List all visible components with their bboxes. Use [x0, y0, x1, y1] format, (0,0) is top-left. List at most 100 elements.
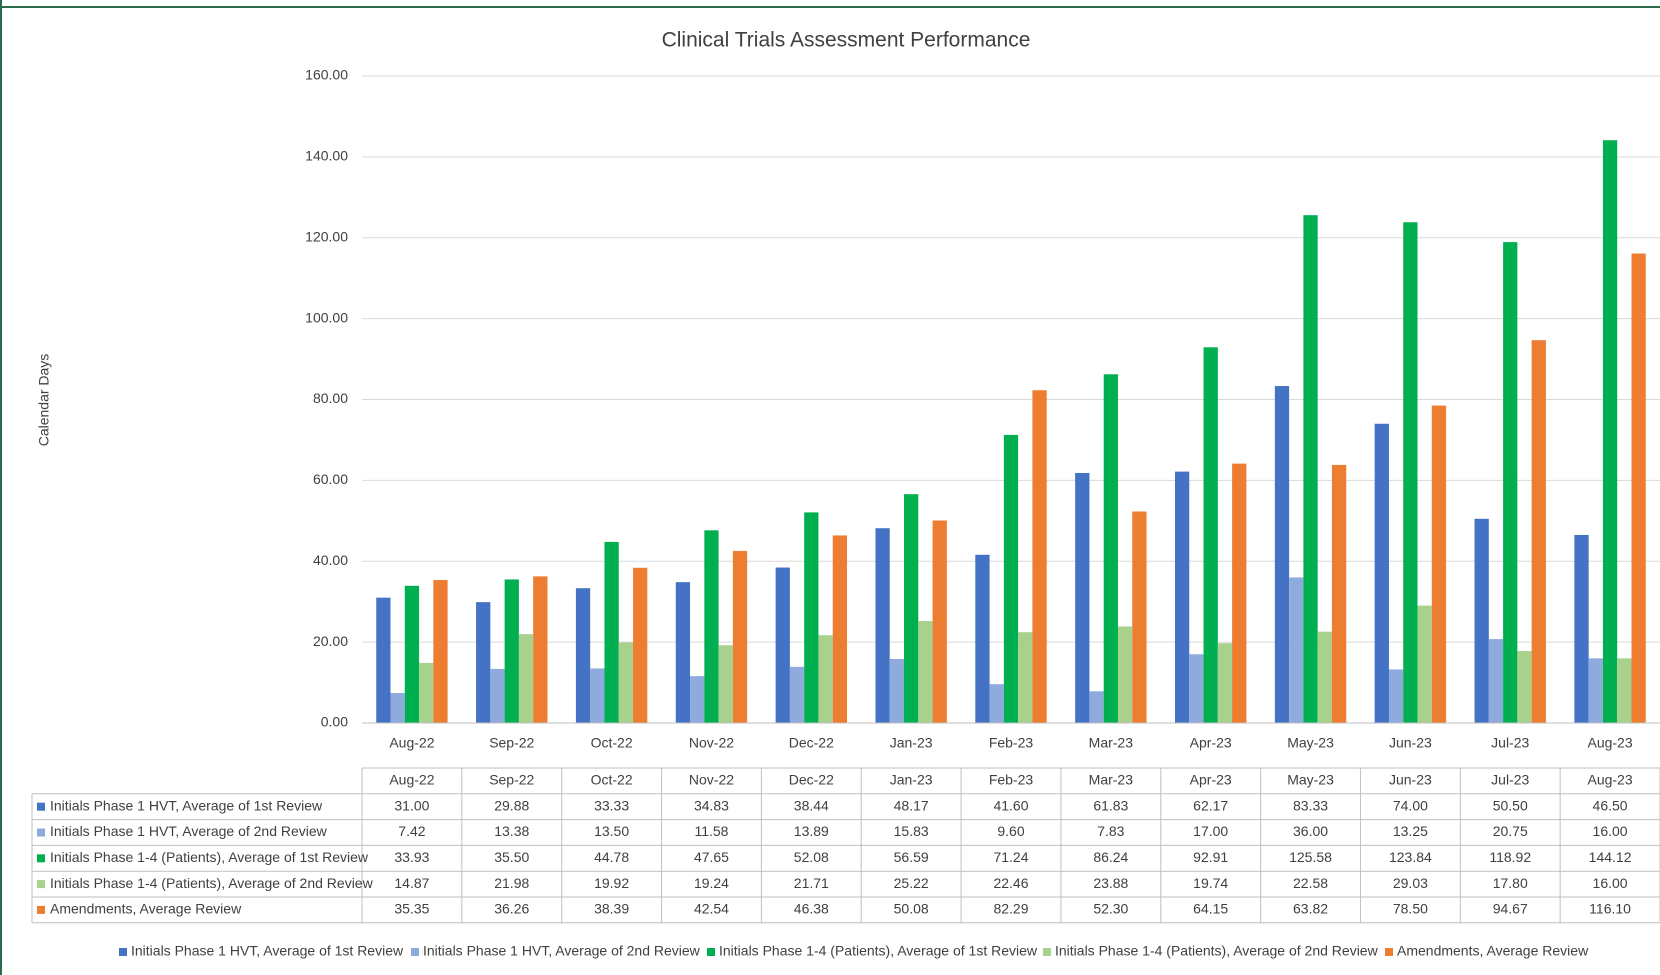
table-cell: 35.50 [494, 849, 529, 865]
table-cell: 22.46 [993, 875, 1028, 891]
table-cell: 21.71 [794, 875, 829, 891]
table-cell: 83.33 [1293, 797, 1328, 813]
table-cell: 42.54 [694, 901, 729, 917]
bar [918, 621, 933, 723]
bar [1132, 511, 1147, 723]
bar [1075, 472, 1090, 723]
bar [1531, 340, 1546, 723]
bar [504, 579, 519, 723]
x-tick-label: Jul-23 [1491, 735, 1529, 751]
table-cell: 92.91 [1193, 849, 1228, 865]
table-cell: 7.42 [398, 823, 425, 839]
bar [476, 602, 491, 723]
y-tick-label: 160.00 [305, 67, 348, 83]
bar [1203, 347, 1218, 723]
bar [1417, 605, 1432, 723]
table-header: May-23 [1287, 772, 1334, 788]
table-cell: 36.26 [494, 901, 529, 917]
bar [1303, 215, 1318, 723]
table-cell: 38.44 [794, 797, 829, 813]
table-cell: 64.15 [1193, 901, 1228, 917]
x-tick-label: Aug-23 [1587, 735, 1632, 751]
bar [1474, 518, 1489, 723]
y-tick-label: 100.00 [305, 309, 348, 325]
table-cell: 50.08 [894, 901, 929, 917]
table-cell: 19.74 [1193, 875, 1228, 891]
bar [789, 666, 805, 723]
chart-title: Clinical Trials Assessment Performance [662, 29, 1031, 52]
table-row-label: Amendments, Average Review [50, 901, 242, 917]
bar [604, 541, 619, 723]
table-header: Feb-23 [989, 772, 1034, 788]
table-cell: 144.12 [1589, 849, 1632, 865]
bar [1631, 253, 1646, 723]
table-cell: 82.29 [993, 901, 1028, 917]
table-cell: 61.83 [1093, 797, 1128, 813]
table-row-label: Initials Phase 1 HVT, Average of 1st Rev… [50, 797, 323, 813]
legend-swatch [707, 948, 715, 956]
table-cell: 62.17 [1193, 797, 1228, 813]
bar [1374, 423, 1389, 723]
table-cell: 16.00 [1593, 823, 1628, 839]
bar [518, 634, 534, 723]
bar [1517, 651, 1532, 723]
table-cell: 23.88 [1093, 875, 1128, 891]
table-header: Jul-23 [1491, 772, 1529, 788]
legend-swatch [1385, 948, 1393, 956]
table-cell: 46.50 [1593, 797, 1628, 813]
table-cell: 22.58 [1293, 875, 1328, 891]
bar [904, 494, 919, 723]
x-tick-label: Jun-23 [1389, 735, 1432, 751]
table-cell: 94.67 [1493, 901, 1528, 917]
bar [889, 658, 905, 723]
table-cell: 33.93 [394, 849, 429, 865]
bar [1103, 374, 1118, 723]
y-tick-label: 0.00 [321, 714, 348, 730]
bar [818, 635, 833, 723]
legend-label: Initials Phase 1 HVT, Average of 1st Rev… [131, 943, 404, 959]
bar [989, 684, 1004, 723]
bar [1018, 632, 1033, 723]
table-header: Dec-22 [789, 772, 834, 788]
legend-swatch [1043, 948, 1051, 956]
bar [633, 567, 648, 723]
table-row-label: Initials Phase 1-4 (Patients), Average o… [50, 849, 369, 865]
table-header: Mar-23 [1089, 772, 1134, 788]
x-tick-label: Feb-23 [989, 735, 1034, 751]
table-cell: 13.38 [494, 823, 529, 839]
bar [1174, 471, 1190, 723]
table-cell: 29.03 [1393, 875, 1428, 891]
y-tick-label: 80.00 [313, 390, 348, 406]
table-cell: 35.35 [394, 901, 429, 917]
y-tick-label: 20.00 [313, 633, 348, 649]
table-cell: 50.50 [1493, 797, 1528, 813]
table-cell: 71.24 [993, 849, 1028, 865]
table-cell: 31.00 [394, 797, 429, 813]
bar [1232, 463, 1247, 723]
table-swatch [37, 854, 45, 863]
table-header: Aug-23 [1587, 772, 1632, 788]
bar [1317, 631, 1332, 723]
bar [490, 668, 505, 723]
x-tick-label: May-23 [1287, 735, 1334, 751]
table-cell: 21.98 [494, 875, 529, 891]
y-tick-label: 140.00 [305, 148, 348, 164]
table-cell: 15.83 [894, 823, 929, 839]
bar [1032, 390, 1047, 723]
table-cell: 19.92 [594, 875, 629, 891]
table-cell: 78.50 [1393, 901, 1428, 917]
table-header: Sep-22 [489, 772, 534, 788]
bar [704, 530, 719, 723]
bar [433, 580, 448, 723]
table-cell: 34.83 [694, 797, 729, 813]
table-cell: 36.00 [1293, 823, 1328, 839]
y-tick-label: 60.00 [313, 471, 348, 487]
bar [690, 676, 705, 723]
table-cell: 13.25 [1393, 823, 1428, 839]
table-cell: 17.00 [1193, 823, 1228, 839]
table-swatch [37, 880, 45, 889]
bar [1089, 691, 1104, 723]
table-header: Jan-23 [890, 772, 933, 788]
bar [1431, 405, 1447, 723]
table-cell: 125.58 [1289, 849, 1332, 865]
